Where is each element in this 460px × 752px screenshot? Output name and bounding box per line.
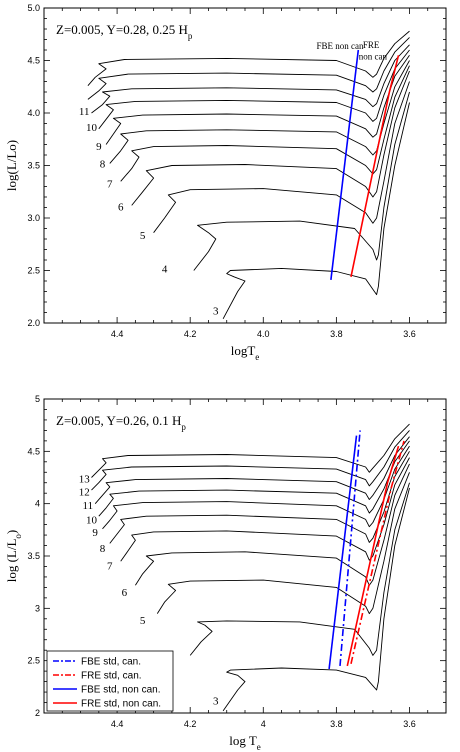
track-mass-label: 5 — [140, 615, 146, 627]
track-mass-label: 12 — [79, 486, 90, 498]
legend-label: FBE std, non can. — [81, 685, 161, 696]
y-tick-label: 4.5 — [27, 56, 40, 66]
series-line-fre-std-non-can- — [346, 445, 400, 667]
chart-panel-1: 4.4 4.2 4.0 3.8 3.6 2.0 2.5 3.0 3.5 4.0 4.5 5.0 logT… — [4, 3, 447, 362]
x-tick-label: 4.0 — [257, 329, 270, 339]
series-line-13 — [87, 30, 410, 86]
x-tick-label: 4 — [261, 719, 266, 729]
track-mass-label: 9 — [96, 141, 102, 153]
track-mass-label: 5 — [140, 230, 146, 242]
y-tick-label: 4.0 — [27, 108, 40, 118]
series-line-8 — [109, 60, 410, 164]
track-mass-label: 4 — [162, 264, 168, 276]
x-tick-label: 3.8 — [330, 329, 343, 339]
y-tick-label: 3.0 — [27, 213, 40, 223]
series-line-11 — [91, 44, 410, 114]
annotation-label: FBE non can — [317, 41, 364, 51]
legend-label: FRE std, non can. — [81, 699, 161, 710]
series-line-9 — [105, 55, 410, 145]
series-line-fre-std-can- — [350, 440, 405, 664]
series-line-12 — [91, 430, 410, 491]
series-line-7 — [120, 457, 410, 562]
series-line-5 — [153, 81, 410, 233]
series-line-10 — [98, 440, 410, 517]
track-mass-label: 3 — [213, 306, 219, 318]
x-tick-label: 3.6 — [403, 329, 416, 339]
chart-panel-2: 4.4 4.2 4 3.8 3.6 2 2.5 3 3.5 4 4.5 5 log Te log (L/L… — [4, 394, 447, 752]
track-mass-label: 9 — [92, 527, 98, 539]
annotation-label: non can — [359, 51, 388, 61]
track-mass-label: 8 — [100, 543, 106, 555]
x-axis-title: log Te — [229, 733, 261, 752]
track-mass-label: 6 — [122, 587, 128, 599]
track-mass-label: 10 — [86, 515, 98, 527]
series-line-4 — [193, 91, 410, 271]
series-line-7 — [120, 65, 410, 182]
y-tick-label: 2.0 — [27, 318, 40, 328]
series-line-fbe-std-non-can- — [328, 435, 358, 670]
series-line-6 — [135, 463, 410, 586]
track-mass-label: 7 — [107, 179, 113, 191]
x-tick-label: 4.2 — [184, 719, 197, 729]
y-tick-label: 5.0 — [27, 3, 40, 13]
track-mass-label: 6 — [118, 202, 124, 214]
annotation-label: FRE — [363, 40, 380, 50]
x-tick-label: 3.8 — [330, 719, 343, 729]
y-tick-label: 2 — [35, 708, 40, 718]
x-tick-label: 3.6 — [403, 719, 416, 729]
series-line-fre-non-can — [350, 55, 400, 277]
chart-title: Z=0.005, Y=0.26, 0.1 Hp — [56, 413, 186, 432]
track-mass-label: 11 — [79, 106, 90, 118]
y-tick-label: 3 — [35, 603, 40, 613]
track-mass-label: 8 — [100, 159, 106, 171]
track-mass-label: 13 — [79, 474, 91, 486]
series-line-fbe-std-can- — [339, 430, 361, 666]
legend-label: FRE std, can. — [81, 671, 142, 682]
y-axis-title: log (L/Lo) — [4, 530, 23, 583]
y-tick-label: 4 — [35, 499, 40, 509]
series-line-8 — [109, 451, 410, 544]
series-line-10 — [98, 49, 410, 130]
y-tick-label: 3.5 — [27, 161, 40, 171]
series-line-13 — [91, 423, 410, 478]
y-tick-label: 2.5 — [27, 656, 40, 666]
y-tick-label: 3.5 — [27, 551, 40, 561]
series-line-3 — [222, 102, 410, 320]
series-line-11 — [94, 436, 410, 504]
legend-label: FBE std, can. — [81, 657, 141, 668]
series-line-5 — [156, 472, 410, 615]
y-tick-label: 4.5 — [27, 446, 40, 456]
track-mass-label: 11 — [83, 500, 94, 512]
y-tick-label: 2.5 — [27, 266, 40, 276]
x-tick-label: 4.2 — [184, 329, 197, 339]
x-axis-title: logTe — [231, 343, 260, 362]
track-mass-label: 7 — [107, 561, 113, 573]
series-line-3 — [222, 487, 410, 712]
x-tick-label: 4.4 — [111, 719, 124, 729]
series-line-12 — [87, 37, 410, 100]
y-axis-title: log(L/Lo) — [4, 140, 19, 191]
series-line-6 — [131, 70, 410, 206]
series-line-fbe-non-can — [330, 49, 360, 280]
y-tick-label: 5 — [35, 394, 40, 404]
track-mass-label: 10 — [86, 122, 98, 134]
x-tick-label: 4.4 — [111, 329, 124, 339]
chart-title: Z=0.005, Y=0.28, 0.25 Hp — [56, 22, 193, 41]
track-mass-label: 3 — [213, 696, 219, 708]
series-line-4 — [189, 482, 410, 656]
